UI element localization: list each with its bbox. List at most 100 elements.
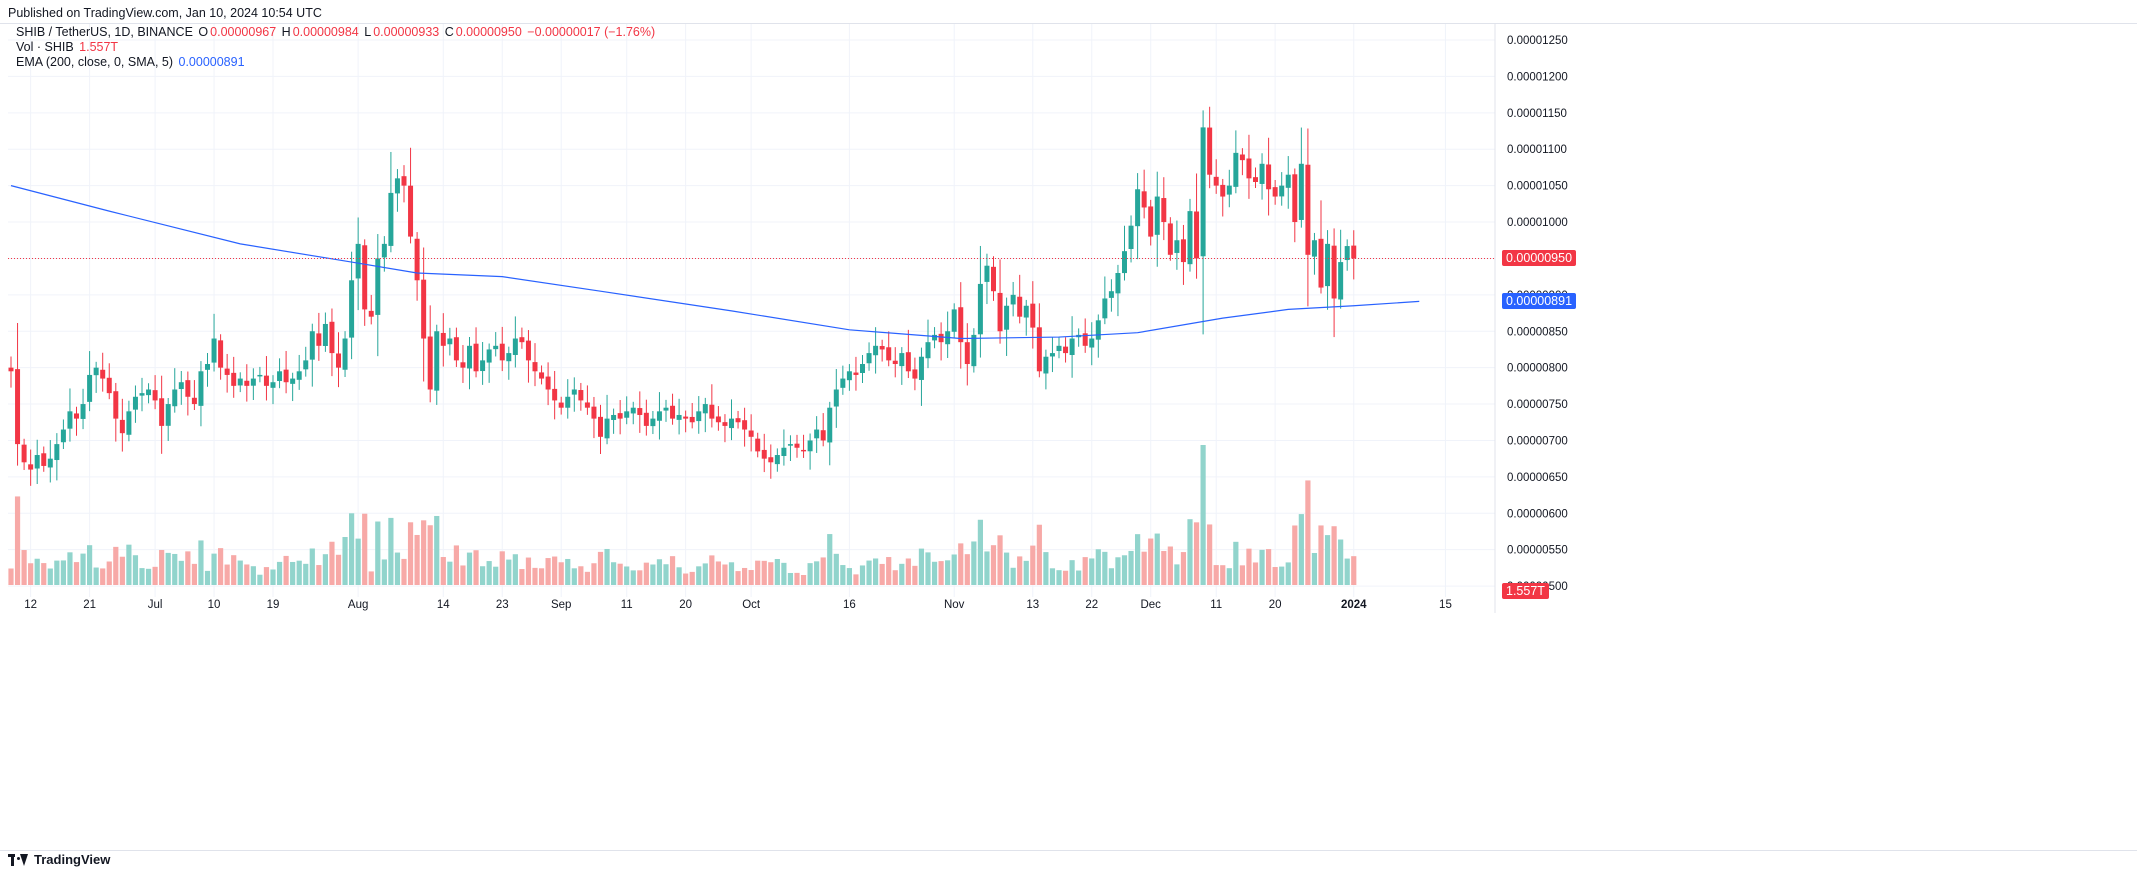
- volume-bar: [938, 561, 944, 585]
- volume-bar: [1121, 555, 1128, 585]
- volume-bar: [473, 550, 479, 585]
- volume-bar: [1076, 570, 1082, 585]
- volume-bar: [244, 564, 250, 585]
- candle-body: [617, 413, 623, 419]
- volume-bar: [421, 520, 427, 585]
- candle-body: [309, 331, 315, 360]
- candle-body: [938, 333, 944, 343]
- candle-body: [1043, 356, 1049, 374]
- volume-bar: [41, 563, 47, 585]
- candle-body: [198, 371, 204, 406]
- candle-body: [1141, 191, 1147, 208]
- candle-body: [28, 464, 34, 470]
- volume-bar: [643, 562, 649, 585]
- volume-bar: [276, 561, 283, 585]
- low-value: 0.00000933: [373, 25, 440, 39]
- volume-bar: [637, 570, 643, 585]
- candle-body: [414, 238, 420, 281]
- candle-body: [860, 364, 865, 374]
- y-tick-label: 0.00000850: [1507, 326, 1568, 338]
- candle-body: [886, 347, 892, 361]
- volume-bar: [624, 566, 630, 585]
- volume-bar: [506, 559, 512, 585]
- candle-body: [211, 338, 217, 363]
- volume-bar: [669, 556, 676, 585]
- volume-bar: [650, 564, 656, 585]
- volume-histogram: [8, 445, 1357, 585]
- candle-body: [480, 360, 486, 372]
- volume-bar: [1213, 565, 1219, 585]
- candle-body: [951, 309, 957, 332]
- volume-bar: [191, 563, 197, 585]
- candle-body: [1063, 346, 1069, 354]
- price-axis: 0.00001250 0.00001200 0.00001150 0.00001100…: [1507, 35, 1568, 593]
- volume-bar: [270, 569, 276, 585]
- candle-body: [1233, 152, 1239, 187]
- candle-body: [67, 411, 73, 429]
- volume-bar: [820, 557, 826, 585]
- candle-body: [270, 382, 276, 388]
- volume-bar: [362, 513, 368, 585]
- candle-body: [41, 453, 47, 466]
- candle-body: [453, 337, 459, 361]
- candle-body: [21, 444, 27, 463]
- candle-body: [1344, 246, 1350, 261]
- volume-bar: [113, 546, 119, 585]
- candle-body: [74, 413, 79, 419]
- candle-body: [342, 338, 348, 370]
- candle-body: [696, 411, 702, 422]
- candle-body: [840, 378, 846, 388]
- volume-bar: [60, 560, 66, 585]
- volume-bar: [525, 557, 532, 585]
- published-caption: Published on TradingView.com, Jan 10, 20…: [8, 6, 322, 20]
- candle-body: [637, 408, 643, 415]
- candle-body: [1331, 245, 1337, 299]
- volume-bar: [152, 566, 158, 585]
- candle-body: [493, 345, 499, 350]
- candle-body: [1154, 196, 1160, 235]
- volume-bar: [139, 568, 145, 585]
- chart-frame[interactable]: [0, 23, 2137, 851]
- volume-bar: [322, 554, 328, 585]
- candle-body: [205, 364, 210, 370]
- volume-bar: [990, 545, 997, 585]
- volume-bar: [1246, 548, 1252, 585]
- candle-body: [1200, 127, 1206, 257]
- volume-bar: [1305, 480, 1311, 585]
- volume-bar: [683, 573, 689, 585]
- candle-body: [1017, 296, 1023, 317]
- volume-bar: [119, 556, 125, 585]
- volume-bar: [283, 555, 289, 585]
- candle-body: [1049, 353, 1055, 357]
- volume-bar: [263, 567, 270, 585]
- x-tick-label: 2024: [1341, 599, 1367, 611]
- candle-body: [781, 447, 787, 456]
- candle-body: [729, 418, 734, 429]
- candle-body: [1325, 243, 1331, 287]
- volume-bar: [1154, 533, 1160, 585]
- volume-bar: [1010, 567, 1016, 585]
- candle-body: [257, 374, 263, 377]
- candle-body: [873, 345, 879, 356]
- volume-bar: [604, 548, 610, 585]
- volume-label: Vol · SHIB: [16, 40, 74, 54]
- candle-body: [643, 412, 649, 426]
- candle-body: [925, 342, 931, 359]
- candle-body: [87, 374, 93, 402]
- volume-bar: [375, 521, 381, 585]
- volume-bar: [774, 559, 780, 585]
- candle-body: [408, 185, 414, 237]
- candle-body: [1239, 154, 1245, 161]
- volume-bar: [833, 553, 839, 585]
- y-tick-label: 0.00000550: [1507, 545, 1568, 557]
- volume-bar: [676, 567, 682, 585]
- brand-name: TradingView: [34, 852, 111, 867]
- volume-bar: [178, 560, 184, 585]
- volume-bar: [1030, 545, 1036, 585]
- candle-body: [1115, 273, 1121, 294]
- volume-bar: [1135, 534, 1141, 585]
- volume-bar: [899, 563, 905, 585]
- tradingview-footer[interactable]: TradingView: [8, 852, 110, 867]
- close-label: C: [444, 25, 454, 39]
